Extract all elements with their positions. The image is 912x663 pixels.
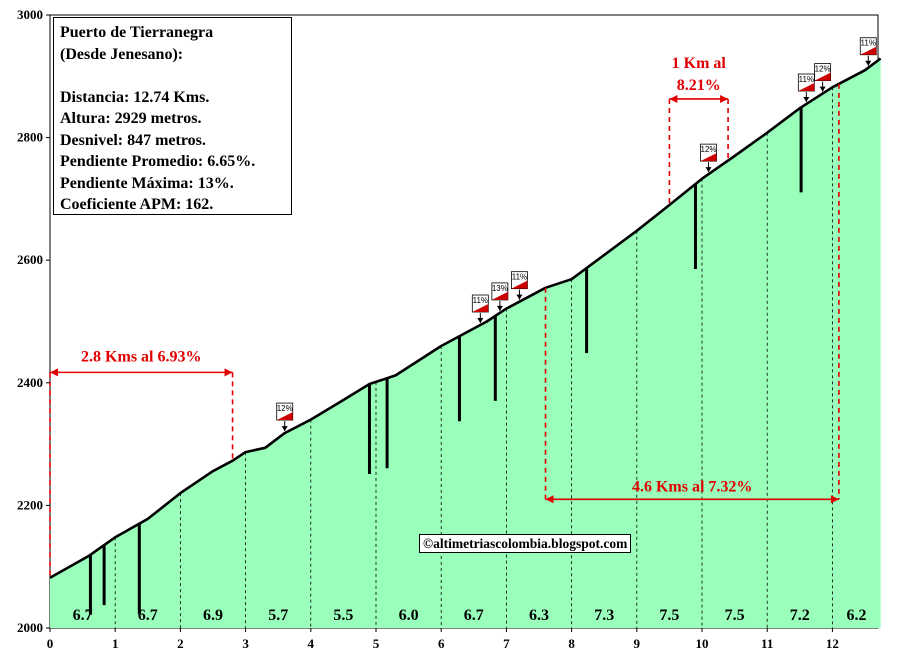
gradient-flag-wedge bbox=[814, 72, 831, 81]
gradient-flag-wedge bbox=[472, 304, 489, 313]
profile-area bbox=[50, 58, 881, 628]
flag-arrow bbox=[281, 426, 288, 432]
annotation-label: 2.8 Kms al 6.93% bbox=[81, 348, 201, 365]
gradient-flag-wedge bbox=[798, 83, 815, 92]
segment-gradient-label: 6.0 bbox=[399, 607, 419, 624]
segment-gradient-label: 6.7 bbox=[73, 607, 93, 624]
segment-gradient-label: 6.7 bbox=[464, 607, 484, 624]
y-tick-label: 2400 bbox=[17, 375, 43, 390]
segment-gradient-label: 6.9 bbox=[203, 607, 223, 624]
gradient-flag-label: 13% bbox=[492, 284, 508, 293]
gradient-flag-wedge bbox=[700, 153, 717, 162]
annotation-arrow-left bbox=[545, 495, 554, 504]
annotation-arrow-right bbox=[224, 368, 233, 377]
segment-gradient-label: 7.3 bbox=[594, 607, 614, 624]
climb-title-line1: Puerto de Tierranegra bbox=[60, 24, 214, 41]
annotation-arrow-left bbox=[50, 368, 58, 377]
x-tick-label: 9 bbox=[634, 636, 641, 651]
x-tick-label: 6 bbox=[438, 636, 445, 651]
annotation-label: 1 Km al bbox=[672, 55, 727, 72]
flag-arrow bbox=[865, 60, 872, 66]
altitude-text: Altura: 2929 metros. bbox=[60, 110, 202, 127]
segment-gradient-label: 6.7 bbox=[138, 607, 158, 624]
gradient-flag-label: 12% bbox=[277, 404, 293, 413]
flag-arrow bbox=[496, 305, 503, 311]
gradient-flag-label: 11% bbox=[473, 296, 488, 305]
x-tick-label: 11 bbox=[761, 636, 773, 651]
x-tick-label: 12 bbox=[826, 636, 839, 651]
x-tick-label: 1 bbox=[112, 636, 119, 651]
annotation-label-line2: 8.21% bbox=[677, 77, 721, 94]
segment-gradient-label: 6.3 bbox=[529, 607, 549, 624]
credit-label: ©altimetriascolombia.blogspot.com bbox=[419, 534, 632, 553]
gradient-flag-wedge bbox=[491, 291, 508, 300]
flag-arrow bbox=[803, 97, 810, 103]
climb-info-box: Puerto de Tierranegra (Desde Jenesano): … bbox=[53, 17, 292, 215]
annotation-label: 4.6 Kms al 7.32% bbox=[632, 478, 752, 495]
flag-arrow bbox=[819, 86, 826, 92]
gradient-flag-label: 11% bbox=[512, 273, 527, 282]
distance-text: Distancia: 12.74 Kms. bbox=[60, 88, 210, 106]
y-tick-label: 3000 bbox=[17, 7, 43, 22]
x-tick-label: 7 bbox=[503, 636, 510, 651]
max-gradient-text: Pendiente Máxima: 13%. bbox=[60, 174, 234, 192]
y-tick-label: 2600 bbox=[17, 252, 43, 267]
gradient-flag-wedge bbox=[276, 412, 293, 421]
gradient-flag-label: 11% bbox=[861, 39, 876, 48]
y-tick-label: 2200 bbox=[17, 497, 43, 512]
y-tick-label: 2800 bbox=[17, 130, 43, 145]
x-tick-label: 0 bbox=[47, 636, 54, 651]
segment-gradient-label: 7.5 bbox=[725, 607, 745, 624]
annotation-arrow-right bbox=[830, 495, 839, 504]
gradient-flag-wedge bbox=[511, 280, 528, 289]
segment-gradient-label: 5.7 bbox=[268, 607, 288, 624]
x-tick-label: 5 bbox=[373, 636, 380, 651]
climb-title-line2: (Desde Jenesano): bbox=[60, 45, 184, 63]
gradient-flag-label: 12% bbox=[815, 65, 831, 74]
x-tick-label: 4 bbox=[308, 636, 315, 651]
elevation-gain-text: Desnivel: 847 metros. bbox=[60, 131, 206, 149]
segment-gradient-label: 7.5 bbox=[659, 607, 679, 624]
x-tick-label: 8 bbox=[568, 636, 575, 651]
segment-gradient-label: 7.2 bbox=[790, 607, 810, 624]
apm-text: Coeficiente APM: 162. bbox=[60, 196, 214, 213]
avg-gradient-text: Pendiente Promedio: 6.65%. bbox=[60, 153, 256, 170]
profile-line bbox=[49, 57, 882, 579]
x-tick-label: 2 bbox=[177, 636, 184, 651]
annotation-arrow-right bbox=[720, 94, 729, 103]
segment-gradient-label: 6.2 bbox=[847, 607, 867, 624]
flag-arrow bbox=[477, 318, 484, 324]
x-tick-label: 3 bbox=[242, 636, 249, 651]
y-tick-label: 2000 bbox=[17, 620, 43, 635]
flag-arrow bbox=[516, 294, 523, 300]
x-tick-label: 10 bbox=[696, 636, 709, 651]
segment-gradient-label: 5.5 bbox=[333, 607, 353, 624]
annotation-arrow-left bbox=[669, 94, 678, 103]
gradient-flag-wedge bbox=[860, 46, 877, 55]
flag-arrow bbox=[705, 167, 712, 173]
gradient-flag-label: 11% bbox=[799, 75, 814, 84]
gradient-flag-label: 12% bbox=[701, 145, 717, 154]
